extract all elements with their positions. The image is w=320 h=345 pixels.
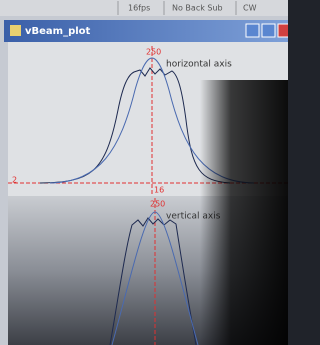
plot-left-label: 2 [12, 176, 17, 185]
screen: 16fps No Back Sub CW vBeam_plot 250 hori… [0, 0, 288, 345]
window-icon [10, 25, 21, 36]
plot-top-label: 250 [146, 48, 161, 57]
status-field: 16fps [128, 4, 150, 13]
status-field: CW [243, 4, 257, 13]
minimize-button[interactable] [246, 24, 259, 37]
page: {"status_bar": {"fields": ["16fps", "No … [0, 0, 288, 345]
shadow-overlay [200, 80, 288, 345]
plot-top-label: 250 [150, 200, 165, 209]
close-button[interactable] [278, 24, 288, 37]
plot-axis-label: horizontal axis [166, 60, 232, 70]
plot-bottom-label: 16 [154, 186, 164, 195]
window-title: vBeam_plot [25, 26, 91, 37]
maximize-button[interactable] [262, 24, 275, 37]
status-field: No Back Sub [172, 4, 223, 13]
